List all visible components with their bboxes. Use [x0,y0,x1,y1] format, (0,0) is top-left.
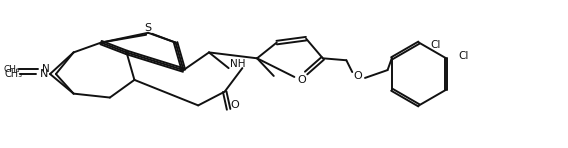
Text: Cl: Cl [458,51,468,61]
Text: Cl: Cl [431,40,441,50]
Text: N: N [40,69,48,79]
Text: S: S [145,23,152,33]
Text: O: O [230,100,239,110]
Text: O: O [298,75,307,85]
Text: CH₃: CH₃ [3,65,20,74]
Text: N: N [42,64,50,74]
Text: CH₃: CH₃ [5,69,23,79]
Text: O: O [354,71,362,81]
Text: NH: NH [229,59,245,69]
